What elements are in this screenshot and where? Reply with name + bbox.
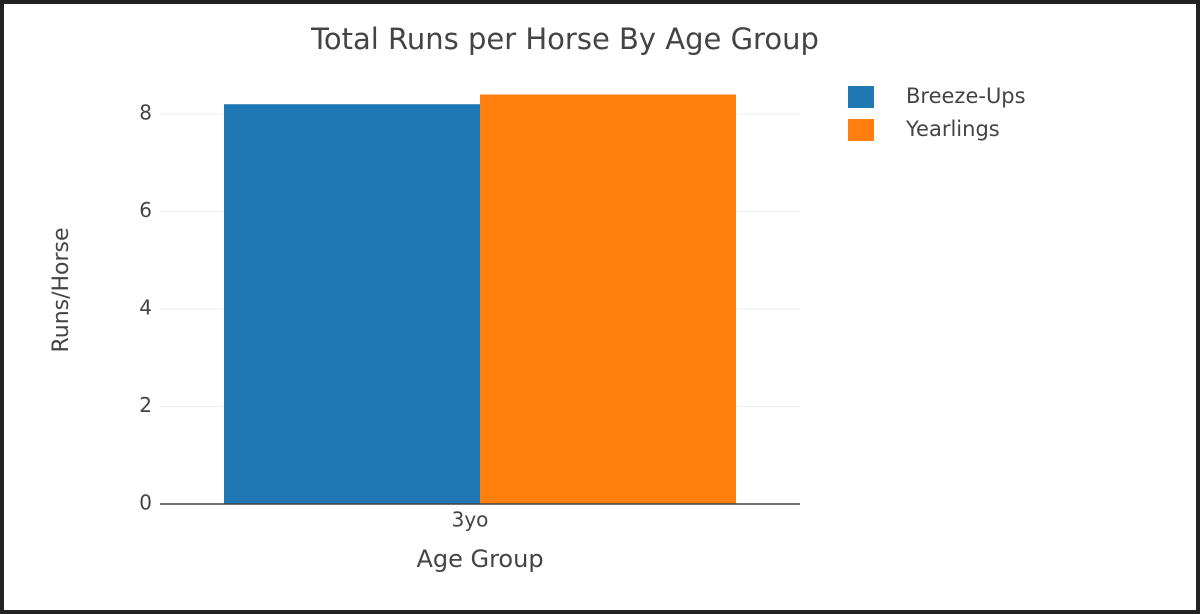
legend-label: Breeze-Ups bbox=[906, 84, 1026, 108]
y-tick-label: 4 bbox=[139, 295, 152, 319]
y-tick-label: 8 bbox=[139, 100, 152, 124]
x-tick-label: 3yo bbox=[452, 508, 489, 532]
y-tick-label: 2 bbox=[139, 393, 152, 417]
bar bbox=[224, 104, 480, 504]
bar bbox=[480, 94, 736, 505]
legend-swatch bbox=[848, 86, 874, 108]
legend-label: Yearlings bbox=[905, 117, 1000, 141]
y-tick-label: 0 bbox=[139, 491, 152, 515]
chart-title: Total Runs per Horse By Age Group bbox=[310, 22, 819, 56]
y-tick-label: 6 bbox=[139, 198, 152, 222]
y-axis-title: Runs/Horse bbox=[49, 227, 74, 352]
x-axis-title: Age Group bbox=[416, 545, 543, 573]
legend-swatch bbox=[848, 119, 874, 141]
